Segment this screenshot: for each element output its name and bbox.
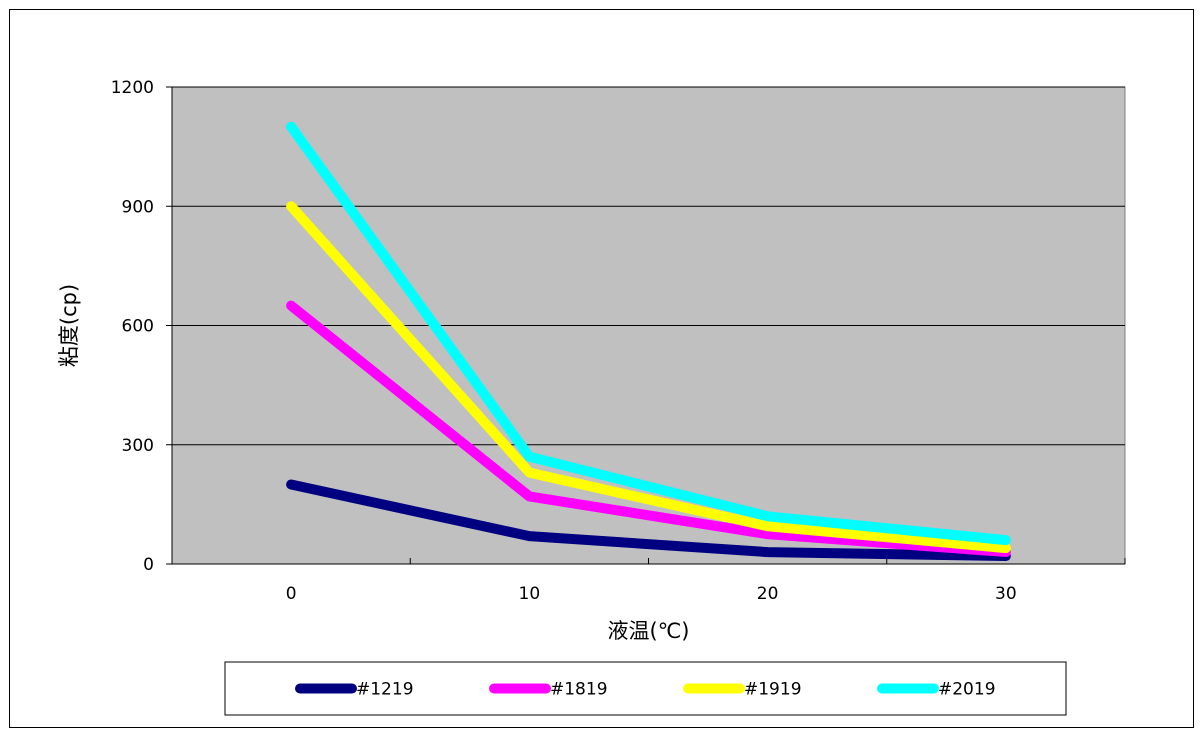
legend-label: #1919: [744, 680, 802, 700]
legend: #1219 #1819 #1919 #2019: [224, 661, 1067, 716]
y-tick-label: 0: [143, 555, 154, 575]
legend-label: #1219: [356, 680, 414, 700]
series-line: [286, 479, 1011, 562]
x-tick-label: 10: [519, 584, 541, 604]
series-lines: [286, 121, 1011, 562]
gridlines: [172, 86, 1125, 446]
x-tick-label: 0: [286, 584, 297, 604]
y-axis-title: 粘度(cp): [57, 284, 81, 367]
y-tick-label: 900: [122, 197, 154, 217]
y-tick-label: 1200: [111, 78, 154, 98]
legend-label: #2019: [938, 680, 996, 700]
x-axis-title: 液温(℃): [608, 619, 690, 643]
y-tick-label: 300: [122, 436, 154, 456]
x-tick-label: 20: [757, 584, 779, 604]
y-axis-ticks: 0 300 600 900 1200: [111, 78, 172, 575]
series-line: [286, 121, 1011, 546]
y-tick-label: 600: [122, 317, 154, 337]
legend-label: #1819: [550, 680, 608, 700]
x-axis-ticks: 0 10 20 30: [171, 558, 1126, 604]
series-line: [286, 201, 1011, 554]
series-line: [286, 300, 1011, 558]
x-tick-label: 30: [995, 584, 1017, 604]
